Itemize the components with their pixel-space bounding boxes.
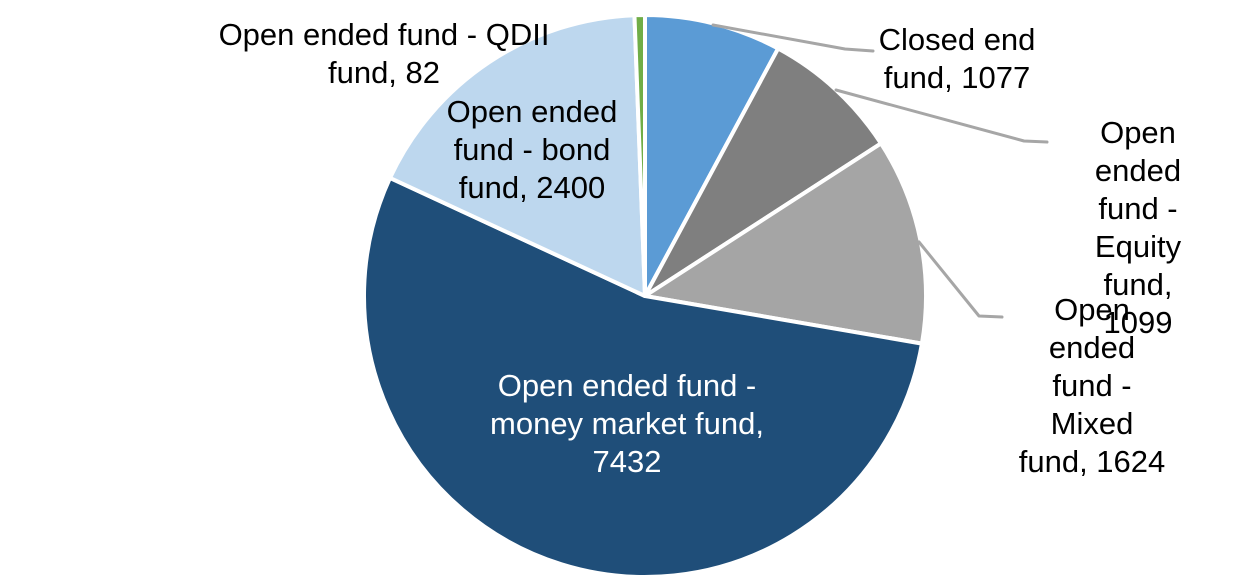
pie-slice-open-ended-fund-qdii-fund: [632, 13, 647, 298]
leader-line-closed-end-fund: [711, 23, 875, 53]
data-label-closed-end-fund: Closed end fund, 1077: [878, 22, 1036, 95]
data-label-qdii-fund: Open ended fund - QDII fund, 82: [218, 17, 550, 90]
pie-slice-open-ended-fund-mixed-fund: [643, 141, 928, 346]
leader-line-mixed-fund: [917, 240, 1004, 319]
leader-lines: [711, 23, 1049, 319]
leader-line-equity-fund: [834, 88, 1049, 144]
pie-slice-closed-end-fund: [643, 13, 781, 298]
pie-slices: [362, 13, 928, 579]
pie-slice-open-ended-fund-money-market-fund: [362, 175, 924, 579]
data-label-mixed-fund: Open ended fund - Mixed fund, 1624: [1018, 292, 1166, 479]
data-label-equity-fund: Open ended fund - Equity fund, 1099: [1094, 115, 1182, 340]
data-label-money-market-fund: Open ended fund - money market fund, 743…: [490, 368, 764, 479]
data-label-bond-fund: Open ended fund - bond fund, 2400: [446, 94, 618, 205]
pie-slice-open-ended-fund-bond-fund: [388, 13, 647, 298]
